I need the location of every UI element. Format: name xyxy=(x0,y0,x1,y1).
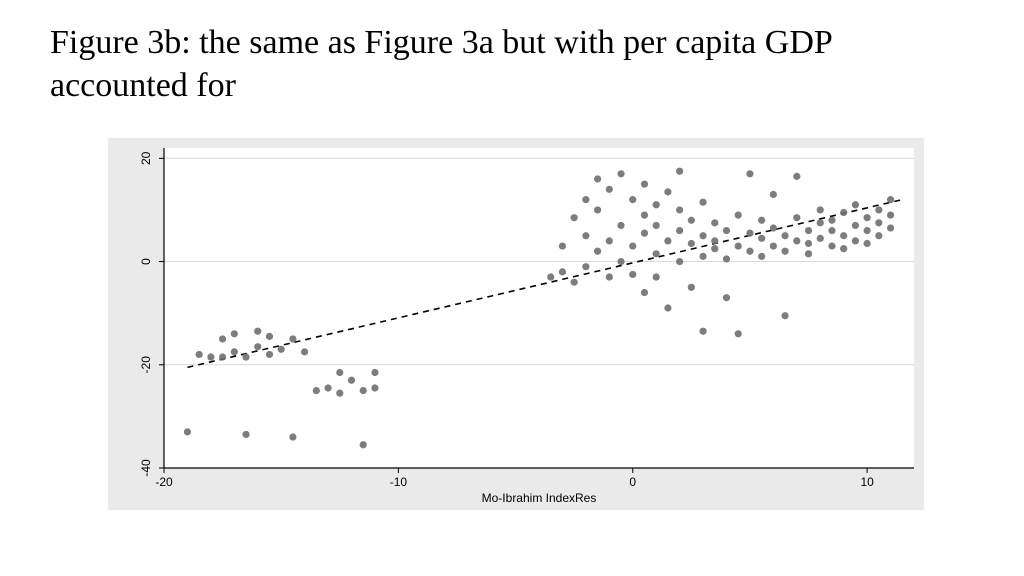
svg-text:-40: -40 xyxy=(139,459,153,477)
svg-text:10: 10 xyxy=(860,475,874,489)
scatter-chart: -20-10010-40-20020Mo-Ibrahim IndexRes xyxy=(108,138,924,510)
svg-text:0: 0 xyxy=(629,475,636,489)
svg-text:-10: -10 xyxy=(390,475,408,489)
svg-text:Mo-Ibrahim IndexRes: Mo-Ibrahim IndexRes xyxy=(482,491,597,505)
figure-title: Figure 3b: the same as Figure 3a but wit… xyxy=(50,22,950,107)
svg-text:20: 20 xyxy=(139,151,153,165)
svg-text:0: 0 xyxy=(139,258,153,265)
svg-text:-20: -20 xyxy=(139,356,153,374)
svg-text:-20: -20 xyxy=(155,475,173,489)
chart-svg: -20-10010-40-20020Mo-Ibrahim IndexRes xyxy=(108,138,924,510)
